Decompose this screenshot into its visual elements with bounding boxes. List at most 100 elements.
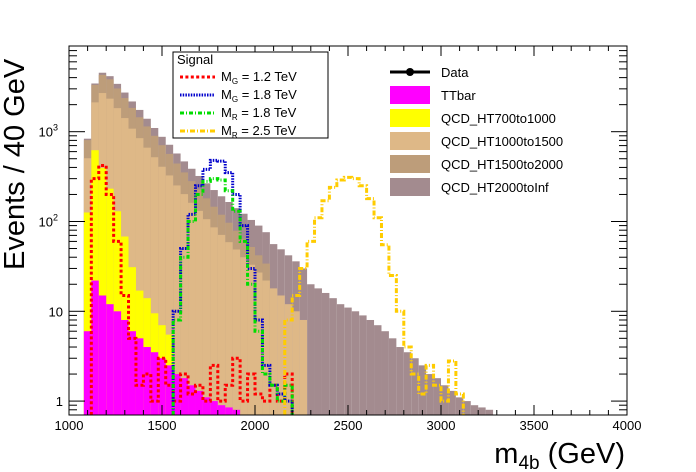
bar-QCD_HT1000to1500-1400 xyxy=(143,147,151,415)
y-axis-title: Events / 40 GeV xyxy=(0,58,31,270)
legend-label: QCD_HT1000to1500 xyxy=(441,134,563,149)
bar-QCD_HT1000to1500-1360 xyxy=(135,138,144,416)
x-axis-title: m4b (GeV) xyxy=(494,438,625,472)
bar-QCD_HT1000to1500-1480 xyxy=(158,166,166,415)
bar-QCD_HT2000toInf-2280 xyxy=(307,284,315,415)
bar-TTbar-1120 xyxy=(91,280,99,415)
bar-QCD_HT2000toInf-3200 xyxy=(478,407,486,415)
bar-QCD_HT2000toInf-2520 xyxy=(351,311,360,415)
bar-QCD_HT1000to1500-1960 xyxy=(247,264,255,415)
bar-QCD_HT2000toInf-2320 xyxy=(314,288,322,415)
bar-QCD_HT2000toInf-3080 xyxy=(455,397,464,415)
bar-QCD_HT1000to1500-1840 xyxy=(225,242,233,415)
legend-swatch xyxy=(390,132,430,150)
bar-QCD_HT1000to1500-1520 xyxy=(165,175,174,415)
bar-TTbar-1640 xyxy=(188,385,196,415)
signal-curve-1 xyxy=(171,158,294,415)
bar-QCD_HT2000toInf-2400 xyxy=(329,298,337,415)
bar-QCD_HT1000to1500-1560 xyxy=(173,185,181,415)
bar-QCD_HT2000toInf-2600 xyxy=(366,319,375,415)
bar-QCD_HT1000to1500-1760 xyxy=(210,227,218,415)
bar-QCD_HT1000to1500-2120 xyxy=(277,295,285,415)
bar-TTbar-1720 xyxy=(202,397,211,415)
bar-QCD_HT2000toInf-2360 xyxy=(321,292,330,415)
legend-swatch xyxy=(390,86,430,104)
signal-legend-label: MG = 1.8 TeV xyxy=(221,87,297,104)
bar-QCD_HT2000toInf-2480 xyxy=(344,307,352,415)
legend-data-marker xyxy=(406,68,414,76)
bar-QCD_HT1000to1500-1600 xyxy=(180,194,189,415)
bar-QCD_HT2000toInf-2680 xyxy=(381,331,389,415)
bar-TTbar-1320 xyxy=(128,331,136,415)
y-axis-ticks: 1 10 102 103 xyxy=(39,45,627,416)
signal-curve-2 xyxy=(171,177,294,415)
bar-QCD_HT2000toInf-2640 xyxy=(374,325,382,415)
signal-legend-label: MR = 1.8 TeV xyxy=(221,105,297,122)
bar-TTbar-1560 xyxy=(173,374,181,415)
bar-QCD_HT2000toInf-3040 xyxy=(448,390,456,415)
x-tick-label: 3500 xyxy=(520,418,549,433)
legend-label: QCD_HT2000toInf xyxy=(441,180,549,195)
signal-legend-title: Signal xyxy=(177,52,213,67)
signal-legend-label: MG = 1.2 TeV xyxy=(221,69,297,86)
bar-QCD_HT1000to1500-1640 xyxy=(188,202,196,415)
legend-swatch xyxy=(390,109,430,127)
bar-TTbar-1280 xyxy=(121,319,129,415)
bar-TTbar-1160 xyxy=(98,295,107,415)
legend-swatch xyxy=(390,178,430,196)
signal-curve-0 xyxy=(89,164,294,415)
bar-QCD_HT1000to1500-2000 xyxy=(255,272,263,415)
bar-QCD_HT2000toInf-2440 xyxy=(336,304,345,415)
bar-TTbar-1080 xyxy=(83,331,92,415)
bar-TTbar-1800 xyxy=(217,405,226,415)
signal-curve-3 xyxy=(283,175,465,415)
bar-TTbar-1480 xyxy=(158,358,166,415)
bar-QCD_HT1000to1500-1880 xyxy=(232,249,241,415)
bar-QCD_HT2000toInf-3160 xyxy=(470,405,479,415)
bar-QCD_HT2000toInf-2800 xyxy=(403,352,412,415)
bar-QCD_HT1000to1500-2080 xyxy=(269,288,278,415)
bar-QCD_HT2000toInf-2960 xyxy=(433,378,441,415)
legend-label: TTbar xyxy=(441,88,476,103)
bar-QCD_HT2000toInf-3120 xyxy=(463,401,471,415)
bar-QCD_HT2000toInf-2840 xyxy=(411,358,419,415)
bar-QCD_HT2000toInf-2720 xyxy=(388,338,397,415)
legend-data-label: Data xyxy=(441,65,469,80)
signal-curves xyxy=(89,158,465,415)
background-legend: Data TTbar QCD_HT700to1000 QCD_HT1000to1500… xyxy=(390,65,563,196)
bar-QCD_HT1000to1500-1440 xyxy=(150,157,159,416)
bar-QCD_HT1000to1500-1800 xyxy=(217,234,226,415)
bar-QCD_HT1000to1500-2160 xyxy=(284,304,293,415)
bar-QCD_HT1000to1500-1680 xyxy=(195,210,203,415)
bar-QCD_HT2000toInf-3000 xyxy=(441,385,449,415)
background-stack xyxy=(83,72,494,416)
bar-QCD_HT2000toInf-2760 xyxy=(396,347,404,415)
y-tick-label: 1 xyxy=(56,394,63,409)
bar-TTbar-1680 xyxy=(195,390,203,415)
bar-QCD_HT1000to1500-1720 xyxy=(202,219,211,415)
x-tick-label: 4000 xyxy=(613,418,642,433)
bar-QCD_HT700to1000-1080 xyxy=(83,212,92,415)
bar-QCD_HT700to1000-1200 xyxy=(106,188,114,415)
bar-QCD_HT2000toInf-2920 xyxy=(426,374,434,415)
bar-TTbar-1240 xyxy=(113,311,122,415)
bar-TTbar-1200 xyxy=(106,304,114,415)
bar-QCD_HT1000to1500-2200 xyxy=(292,311,300,415)
legend-label: QCD_HT700to1000 xyxy=(441,111,556,126)
bar-QCD_HT2000toInf-2560 xyxy=(359,315,367,415)
bar-QCD_HT2000toInf-2880 xyxy=(418,365,427,415)
bar-TTbar-1520 xyxy=(165,365,174,415)
bar-TTbar-1440 xyxy=(150,352,159,415)
bar-QCD_HT1000to1500-2040 xyxy=(262,280,270,415)
x-axis-ticks: 1000 1500 2000 2500 3000 3500 4000 xyxy=(55,46,642,433)
x-tick-label: 2000 xyxy=(241,418,270,433)
bar-TTbar-1360 xyxy=(135,338,144,415)
bar-QCD_HT1000to1500-2240 xyxy=(299,319,308,415)
y-tick-label: 10 xyxy=(49,304,63,319)
x-tick-label: 3000 xyxy=(427,418,456,433)
bar-TTbar-1400 xyxy=(143,347,151,415)
legend-swatch xyxy=(390,155,430,173)
x-tick-label: 1500 xyxy=(148,418,177,433)
